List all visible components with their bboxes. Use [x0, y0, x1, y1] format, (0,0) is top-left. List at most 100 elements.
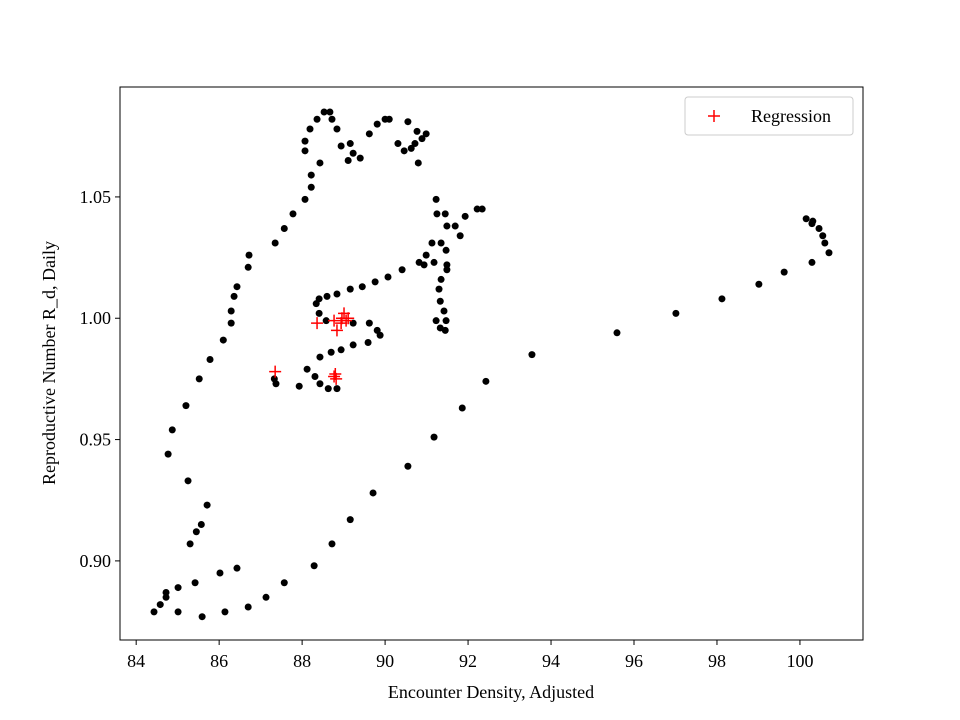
- data-point: [384, 273, 392, 281]
- legend-label: Regression: [751, 106, 831, 126]
- data-point: [442, 246, 450, 254]
- data-point: [219, 336, 227, 344]
- data-point: [358, 283, 366, 291]
- y-tick-label: 1.05: [80, 187, 112, 207]
- data-point: [327, 348, 335, 356]
- data-point: [301, 195, 309, 203]
- data-point: [344, 157, 352, 165]
- data-point: [227, 319, 235, 327]
- x-tick-label: 98: [708, 651, 726, 671]
- data-point: [150, 608, 158, 616]
- data-point: [349, 149, 357, 157]
- regression-point: [328, 314, 341, 327]
- x-tick-label: 100: [786, 651, 813, 671]
- data-point: [432, 317, 440, 325]
- data-point: [191, 579, 199, 587]
- data-point: [718, 295, 726, 303]
- data-point: [437, 275, 445, 283]
- x-axis-label: Encounter Density, Adjusted: [388, 682, 594, 702]
- data-point: [227, 307, 235, 315]
- data-point: [346, 516, 354, 524]
- data-point: [244, 263, 252, 271]
- data-point: [162, 588, 170, 596]
- data-point: [333, 290, 341, 298]
- data-point: [271, 239, 279, 247]
- data-point: [323, 292, 331, 300]
- data-point: [310, 562, 318, 570]
- data-point: [458, 404, 466, 412]
- data-point: [456, 232, 464, 240]
- data-point: [528, 351, 536, 359]
- data-point: [203, 501, 211, 509]
- data-point: [451, 222, 459, 230]
- data-point: [270, 375, 278, 383]
- x-tick-label: 92: [459, 651, 477, 671]
- data-point: [441, 210, 449, 218]
- data-point: [182, 402, 190, 410]
- data-point: [315, 309, 323, 317]
- data-point: [433, 210, 441, 218]
- data-point: [316, 159, 324, 167]
- regression-point: [329, 368, 342, 381]
- data-point: [404, 118, 412, 126]
- data-point: [672, 309, 680, 317]
- x-tick-label: 86: [210, 651, 228, 671]
- data-point: [164, 450, 172, 458]
- data-point: [195, 375, 203, 383]
- data-point: [365, 130, 373, 138]
- data-point: [435, 285, 443, 293]
- data-point: [422, 130, 430, 138]
- data-point: [192, 528, 200, 536]
- data-point: [802, 215, 810, 223]
- x-tick-label: 84: [127, 651, 145, 671]
- data-point: [461, 212, 469, 220]
- data-point: [821, 239, 829, 247]
- data-point: [306, 125, 314, 133]
- data-point: [186, 540, 194, 548]
- data-point: [307, 183, 315, 191]
- data-point: [825, 249, 833, 257]
- data-point: [174, 608, 182, 616]
- data-point: [301, 147, 309, 155]
- data-point: [398, 266, 406, 274]
- data-point: [365, 319, 373, 327]
- regression-point: [330, 324, 343, 337]
- data-point: [307, 171, 315, 179]
- x-tick-label: 88: [293, 651, 311, 671]
- data-point: [244, 603, 252, 611]
- data-point: [174, 584, 182, 592]
- data-point: [280, 579, 288, 587]
- data-point: [422, 251, 430, 259]
- data-point: [394, 140, 402, 148]
- data-point: [206, 355, 214, 363]
- data-point: [441, 326, 449, 334]
- data-point: [436, 297, 444, 305]
- data-point: [221, 608, 229, 616]
- data-point: [322, 317, 330, 325]
- data-point: [337, 142, 345, 150]
- data-point: [815, 224, 823, 232]
- data-point: [233, 564, 241, 572]
- data-point: [184, 477, 192, 485]
- data-point: [324, 385, 332, 393]
- data-point: [411, 140, 419, 148]
- data-point: [156, 601, 164, 609]
- data-point: [442, 317, 450, 325]
- data-point: [313, 115, 321, 123]
- data-point: [346, 140, 354, 148]
- data-point: [430, 433, 438, 441]
- data-point: [316, 380, 324, 388]
- data-point: [407, 144, 415, 152]
- data-point: [328, 115, 336, 123]
- data-point: [385, 115, 393, 123]
- data-point: [301, 137, 309, 145]
- data-point: [198, 613, 206, 621]
- data-point: [311, 372, 319, 380]
- data-point: [245, 251, 253, 259]
- data-point: [613, 329, 621, 337]
- regression-point: [330, 372, 343, 385]
- data-point: [404, 462, 412, 470]
- data-point: [356, 154, 364, 162]
- data-point: [316, 353, 324, 361]
